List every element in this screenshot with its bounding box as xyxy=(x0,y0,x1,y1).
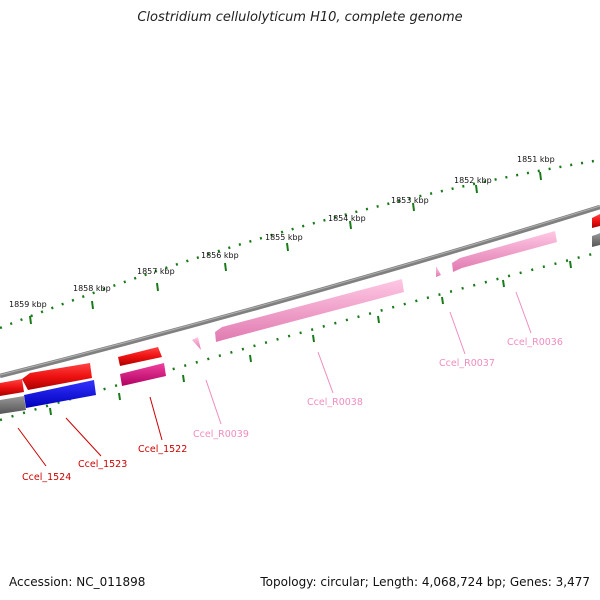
feature-ccel-r0038 xyxy=(215,279,404,342)
gene-label-ccel-r0039: Ccel_R0039 xyxy=(193,429,249,440)
label-leaders xyxy=(17,291,532,467)
feature-ccel-r0037 xyxy=(436,266,441,277)
tick-1854 xyxy=(349,220,352,230)
tick-1857 xyxy=(156,282,159,292)
feature-ccel-r0039 xyxy=(192,337,201,350)
ruler-label-1858: 1858 kbp xyxy=(73,284,111,293)
gene-label-ccel-1522: Ccel_1522 xyxy=(138,444,187,455)
ruler-label-1856: 1856 kbp xyxy=(201,251,239,260)
tick-1852 xyxy=(475,184,478,194)
gene-label-ccel-r0036: Ccel_R0036 xyxy=(507,337,563,348)
rrna-arrow-r0038 xyxy=(215,279,404,342)
rrna-arrow-r0036 xyxy=(452,231,557,272)
ruler-label-1854: 1854 kbp xyxy=(328,214,366,223)
tick-1853 xyxy=(412,202,415,212)
genome-backbone xyxy=(0,204,600,379)
tick-1859 xyxy=(29,315,32,325)
inner-ruler xyxy=(0,250,600,422)
gene-label-ccel-1524: Ccel_1524 xyxy=(22,472,71,483)
tick-1851 xyxy=(539,171,542,181)
cds-arrow-1523-top xyxy=(22,363,92,390)
inner-ruler-major-ticks xyxy=(49,260,572,416)
ruler-label-1853: 1853 kbp xyxy=(391,196,429,205)
tick-1856 xyxy=(224,262,227,272)
cds-arrow-1523 xyxy=(24,380,96,408)
feature-ccel-r0036 xyxy=(452,231,557,272)
feature-ccel-1524 xyxy=(0,379,26,414)
ruler-label-1851: 1851 kbp xyxy=(517,155,555,164)
tick-1855 xyxy=(286,242,289,252)
tick-1858 xyxy=(91,300,94,310)
cds-arrow-1522 xyxy=(120,363,166,386)
rrna-arrow-r0037 xyxy=(436,266,441,277)
gene-label-ccel-r0038: Ccel_R0038 xyxy=(307,397,363,408)
ruler-label-1859: 1859 kbp xyxy=(9,300,47,309)
forward-strand xyxy=(592,214,600,247)
ruler-label-1857: 1857 kbp xyxy=(137,267,175,276)
ruler-major-ticks xyxy=(29,171,542,325)
rrna-arrow-r0039 xyxy=(192,337,201,350)
feature-ccel-1522 xyxy=(118,347,166,386)
outer-ruler: 1851 kbp 1852 kbp 1853 kbp 1854 kbp 1855… xyxy=(0,155,600,330)
map-title: Clostridium cellulolyticum H10, complete… xyxy=(137,10,463,25)
gene-arrow-cds xyxy=(592,233,600,247)
cds-arrow-1524 xyxy=(0,396,26,414)
cds-arrow-1524-top xyxy=(0,379,24,396)
gene-label-ccel-r0037: Ccel_R0037 xyxy=(439,358,495,369)
gene-arrow-cds xyxy=(592,214,600,228)
ruler-label-1852: 1852 kbp xyxy=(454,176,492,185)
genome-summary-text: Topology: circular; Length: 4,068,724 bp… xyxy=(260,575,590,589)
cds-arrow-1522-top xyxy=(118,347,162,366)
feature-ccel-1523 xyxy=(22,363,96,408)
gene-label-ccel-1523: Ccel_1523 xyxy=(78,459,127,470)
ruler-label-1855: 1855 kbp xyxy=(265,233,303,242)
accession-text: Accession: NC_011898 xyxy=(9,575,146,589)
